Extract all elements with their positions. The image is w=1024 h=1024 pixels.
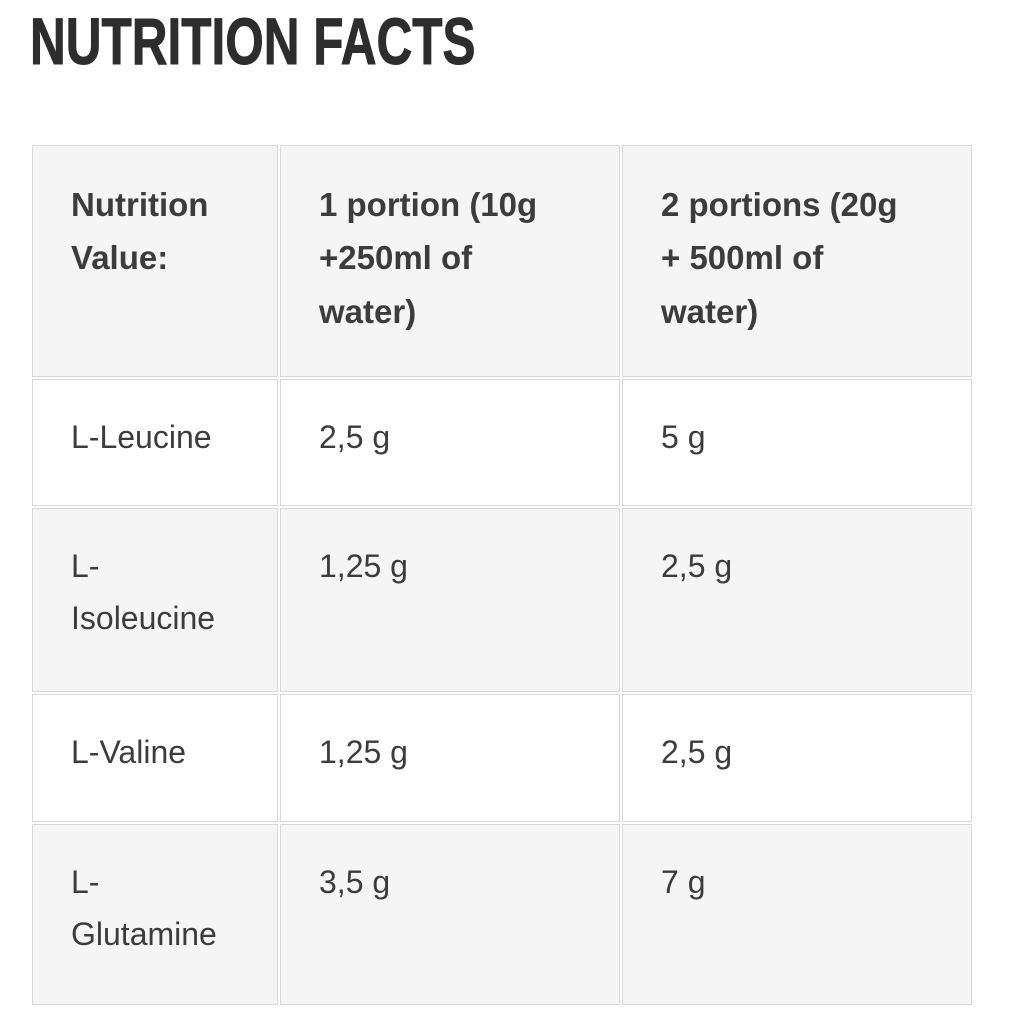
cell-label: L-Leucine xyxy=(32,379,278,506)
header-portion-1: 1 portion (10g +250ml of water) xyxy=(280,145,620,377)
cell-portion-2: 2,5 g xyxy=(622,694,972,822)
cell-label: L-Valine xyxy=(32,694,278,822)
table-row-glutamine: L- Glutamine 3,5 g 7 g xyxy=(32,824,972,1005)
header-portion-2: 2 portions (20g + 500ml of water) xyxy=(622,145,972,377)
table-row-isoleucine: L- Isoleucine 1,25 g 2,5 g xyxy=(32,508,972,692)
cell-portion-2: 7 g xyxy=(622,824,972,1005)
nutrition-facts-table: Nutrition Value: 1 portion (10g +250ml o… xyxy=(30,143,974,1007)
cell-portion-2: 5 g xyxy=(622,379,972,506)
cell-label: L- Isoleucine xyxy=(32,508,278,692)
cell-portion-1: 2,5 g xyxy=(280,379,620,506)
cell-portion-2: 2,5 g xyxy=(622,508,972,692)
header-nutrition-value: Nutrition Value: xyxy=(32,145,278,377)
cell-portion-1: 1,25 g xyxy=(280,694,620,822)
cell-label: L- Glutamine xyxy=(32,824,278,1005)
table-row-valine: L-Valine 1,25 g 2,5 g xyxy=(32,694,972,822)
cell-portion-1: 3,5 g xyxy=(280,824,620,1005)
table-header-row: Nutrition Value: 1 portion (10g +250ml o… xyxy=(32,145,972,377)
table-row-leucine: L-Leucine 2,5 g 5 g xyxy=(32,379,972,506)
page-title: NUTRITION FACTS xyxy=(30,4,476,78)
cell-portion-1: 1,25 g xyxy=(280,508,620,692)
